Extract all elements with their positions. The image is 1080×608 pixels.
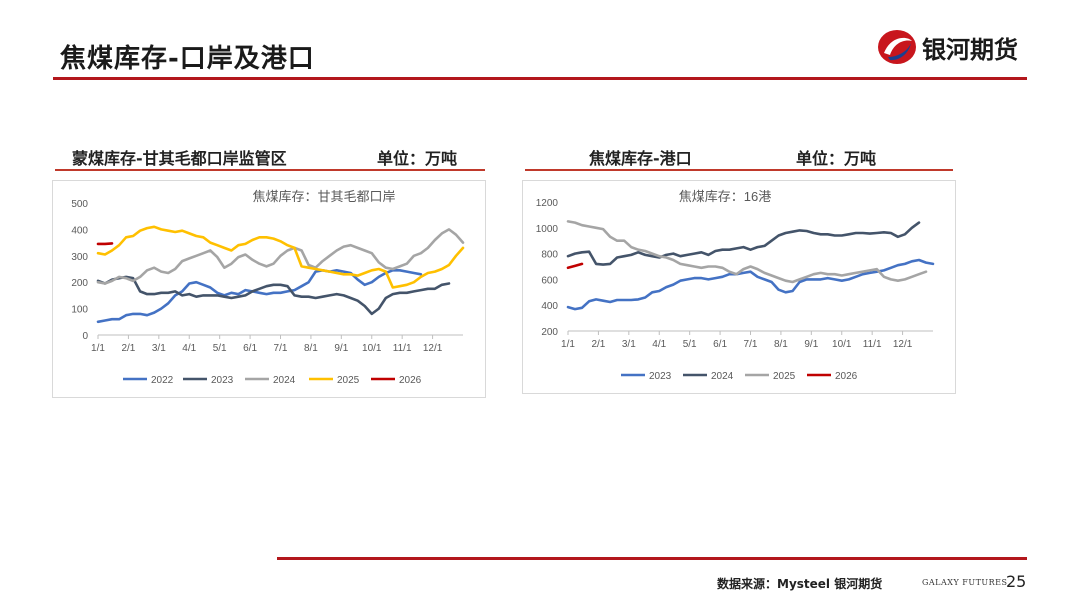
x-tick-label: 11/1 [393, 343, 412, 354]
y-tick-label: 300 [71, 252, 88, 263]
y-tick-label: 0 [82, 331, 88, 342]
chart-1-frame: 焦煤库存：甘其毛都口岸 0 100 200 300 400 500 1/1 2/1 3/1 4/1… [52, 180, 486, 398]
x-tick-label: 5/1 [683, 339, 697, 350]
footer-divider [277, 557, 1027, 560]
series-line-2026 [96, 242, 114, 246]
series-line-2025 [566, 220, 928, 284]
x-tick-label: 4/1 [182, 343, 196, 354]
title-divider [53, 77, 1027, 80]
series-line-2024 [96, 228, 465, 285]
x-tick-label: 8/1 [774, 339, 788, 350]
chart-2-title: 焦煤库存：16港 [679, 189, 771, 204]
y-tick-label: 400 [541, 301, 558, 312]
series-line-2024 [566, 221, 921, 266]
x-tick-label: 10/1 [832, 339, 852, 350]
panel-2-divider [525, 169, 953, 171]
x-tick-label: 5/1 [213, 343, 227, 354]
y-tick-label: 200 [541, 327, 558, 338]
y-tick-label: 600 [541, 275, 558, 286]
galaxy-logo-icon [878, 30, 916, 64]
y-tick-label: 800 [541, 250, 558, 261]
legend-label-2025: 2025 [773, 371, 796, 382]
x-tick-label: 9/1 [334, 343, 348, 354]
y-tick-label: 1000 [536, 224, 559, 235]
x-tick-label: 12/1 [423, 343, 443, 354]
series-line-2022 [96, 269, 423, 324]
legend-label-2026: 2026 [835, 371, 858, 382]
y-tick-label: 100 [71, 305, 88, 316]
legend-label-2024: 2024 [273, 375, 296, 386]
legend-label-2024: 2024 [711, 371, 734, 382]
legend-label-2022: 2022 [151, 375, 174, 386]
legend-label-2023: 2023 [649, 371, 672, 382]
x-tick-label: 2/1 [121, 343, 135, 354]
panel-2-unit: 单位：万吨 [796, 149, 877, 168]
x-tick-label: 7/1 [744, 339, 758, 350]
panel-1-unit: 单位：万吨 [377, 149, 458, 168]
y-tick-label: 400 [71, 225, 88, 236]
chart-1-svg: 焦煤库存：甘其毛都口岸 0 100 200 300 400 500 1/1 2/1 3/1 4/1… [71, 189, 465, 386]
x-tick-label: 8/1 [304, 343, 318, 354]
x-tick-label: 11/1 [863, 339, 882, 350]
galaxy-wordmark: GALAXY FUTURES [922, 578, 1008, 587]
chart-2-svg: 焦煤库存：16港 200 400 600 800 1000 1200 1/1 2/1 3/1 4/… [536, 189, 935, 382]
x-tick-label: 10/1 [362, 343, 382, 354]
x-tick-label: 4/1 [652, 339, 666, 350]
page-title: 焦煤库存-口岸及港口 [60, 44, 315, 74]
chart-2-frame: 焦煤库存：16港 200 400 600 800 1000 1200 1/1 2/1 3/1 4/… [522, 180, 956, 394]
legend-label-2025: 2025 [337, 375, 360, 386]
x-tick-label: 1/1 [91, 343, 105, 354]
x-tick-label: 12/1 [893, 339, 913, 350]
x-tick-label: 6/1 [243, 343, 257, 354]
series-line-2023 [566, 258, 935, 311]
x-tick-label: 6/1 [713, 339, 727, 350]
x-tick-label: 1/1 [561, 339, 575, 350]
brand-name: 银河期货 [922, 36, 1018, 64]
source-note: 数据来源：Mysteel 银河期货 [717, 577, 883, 591]
legend-label-2023: 2023 [211, 375, 234, 386]
y-tick-label: 1200 [536, 198, 559, 209]
page-number: 25 [1006, 572, 1027, 591]
series-line-2023 [96, 275, 451, 316]
series-line-2026 [566, 262, 584, 270]
series-line-2025 [96, 225, 465, 289]
x-tick-label: 7/1 [274, 343, 288, 354]
x-tick-label: 3/1 [152, 343, 166, 354]
y-tick-label: 200 [71, 278, 88, 289]
chart-1-title: 焦煤库存：甘其毛都口岸 [252, 189, 395, 204]
y-tick-label: 500 [71, 199, 88, 210]
x-tick-label: 3/1 [622, 339, 636, 350]
panel-2-heading: 焦煤库存-港口 [589, 149, 692, 168]
panel-1-divider [55, 169, 485, 171]
legend-label-2026: 2026 [399, 375, 422, 386]
x-tick-label: 2/1 [591, 339, 605, 350]
x-tick-label: 9/1 [804, 339, 818, 350]
panel-1-heading: 蒙煤库存-甘其毛都口岸监管区 [72, 149, 287, 168]
